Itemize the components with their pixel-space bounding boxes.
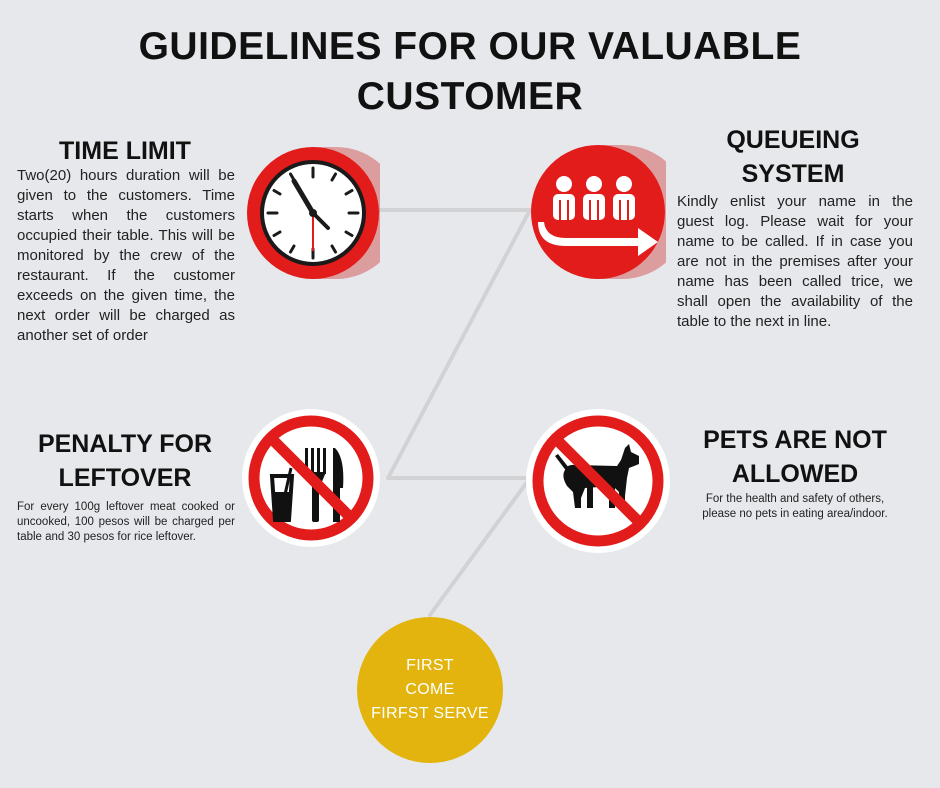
badge-line-2: COME (405, 681, 455, 698)
badge-line-3: FIRFST SERVE (371, 705, 489, 722)
queue-people-icon (531, 145, 666, 279)
penalty-heading: PENALTY FOR LEFTOVER (18, 427, 232, 495)
penalty-heading-line-1: PENALTY FOR (37, 430, 213, 458)
pets-text: For the health and safety of others, ple… (680, 492, 910, 522)
queueing-text: Kindly enlist your name in the guest log… (677, 193, 913, 330)
penalty-heading-line-2: LEFTOVER (58, 464, 192, 492)
no-dogs-icon (526, 409, 670, 553)
pets-text-line-2: please no pets in eating area/indoor. (702, 508, 888, 520)
queueing-heading-line-2: SYSTEM (741, 160, 845, 188)
badge-line-1: FIRST (406, 657, 454, 674)
no-food-drink-icon (242, 409, 380, 547)
time-limit-heading: TIME LIMIT (59, 137, 191, 165)
penalty-text: For every 100g leftover meat cooked or u… (17, 501, 235, 543)
pets-heading-line-1: PETS ARE NOT (703, 426, 887, 454)
page-title: GUIDELINES FOR OUR VALUABLE CUSTOMER (90, 22, 850, 122)
queueing-heading: QUEUEING SYSTEM (688, 123, 898, 191)
title-line-1: GUIDELINES FOR OUR VALUABLE (138, 25, 802, 68)
pets-heading: PETS ARE NOT ALLOWED (680, 423, 910, 491)
queueing-heading-line-1: QUEUEING (726, 126, 860, 154)
pets-text-line-1: For the health and safety of others, (705, 493, 885, 505)
time-limit-text: Two(20) hours duration will be given to … (17, 167, 235, 344)
first-come-first-serve-badge: FIRST COME FIRFST SERVE (357, 617, 503, 763)
clock-icon (247, 147, 380, 279)
title-line-2: CUSTOMER (356, 75, 584, 118)
pets-heading-line-2: ALLOWED (731, 460, 859, 488)
